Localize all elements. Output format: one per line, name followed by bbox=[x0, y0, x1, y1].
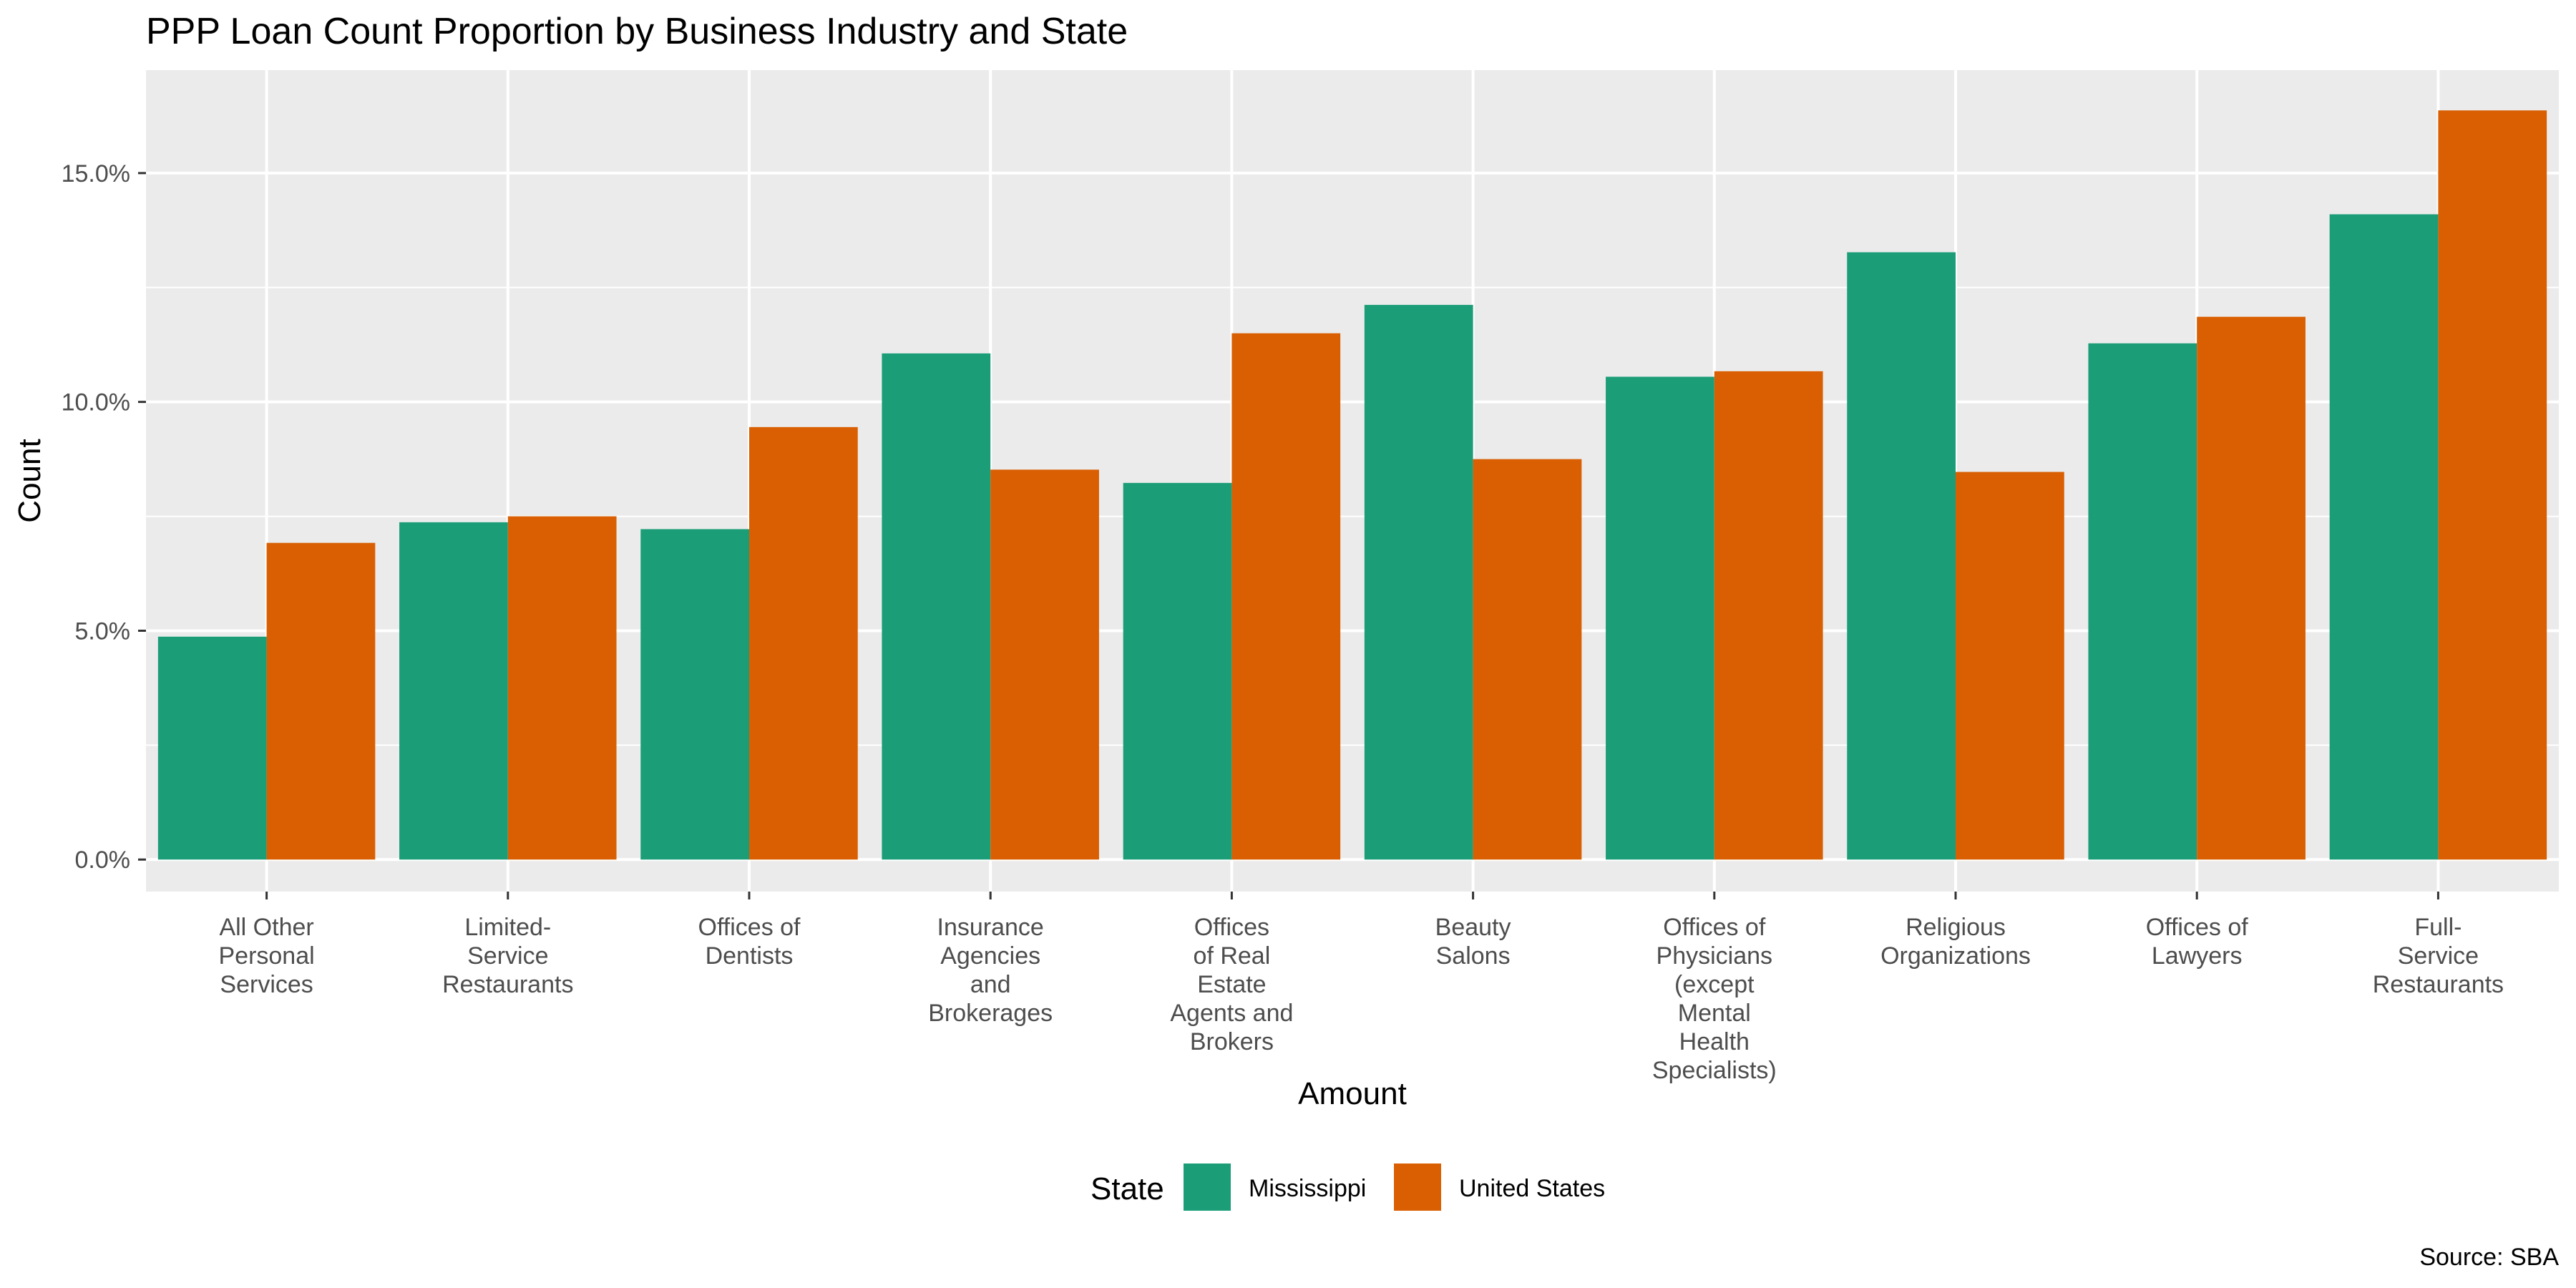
legend-label-united-states: United States bbox=[1459, 1175, 1605, 1202]
bar-united-states bbox=[2438, 110, 2547, 860]
legend-key-united-states bbox=[1394, 1163, 1441, 1211]
bar-mississippi bbox=[2088, 343, 2197, 860]
bar-united-states bbox=[507, 516, 617, 860]
bar-united-states bbox=[749, 426, 858, 860]
x-tick-label: Offices of Physicians (except Mental Health S… bbox=[1652, 914, 1777, 1084]
bar-united-states bbox=[990, 469, 1099, 860]
x-tick-label: Offices of Lawyers bbox=[2146, 914, 2249, 970]
legend-label-mississippi: Mississippi bbox=[1249, 1175, 1366, 1202]
y-tick-label: 5.0% bbox=[75, 618, 131, 645]
legend: State Mississippi United States bbox=[1091, 1163, 1605, 1211]
x-tick-label: Religious Organizations bbox=[1880, 914, 2031, 970]
x-tick-label: All Other Personal Services bbox=[218, 914, 314, 998]
bar-mississippi bbox=[157, 636, 267, 860]
bar-mississippi bbox=[1123, 482, 1232, 860]
x-tick-label: Offices of Real Estate Agents and Brokers bbox=[1170, 914, 1293, 1055]
bar-united-states bbox=[1473, 459, 1582, 860]
y-tick-label: 10.0% bbox=[62, 389, 130, 416]
y-axis-title: Count bbox=[12, 439, 47, 522]
x-tick-label: Offices of Dentists bbox=[698, 914, 801, 970]
y-tick-label: 0.0% bbox=[75, 847, 131, 874]
legend-key-mississippi bbox=[1184, 1163, 1231, 1211]
bar-united-states bbox=[1956, 472, 2064, 860]
x-tick-label: Insurance Agencies and Brokerages bbox=[928, 914, 1053, 1027]
bar-united-states bbox=[266, 542, 376, 860]
bar-mississippi bbox=[882, 353, 991, 860]
y-tick-label: 15.0% bbox=[62, 160, 130, 187]
x-tick-label: Full-Service Restaurants bbox=[2373, 914, 2504, 998]
legend-title: State bbox=[1091, 1171, 1164, 1206]
bar-mississippi bbox=[1606, 376, 1714, 860]
x-tick-label: Limited-Service Restaurants bbox=[442, 914, 573, 998]
caption: Source: SBA bbox=[2419, 1244, 2559, 1271]
x-axis: All Other Personal Services Limited-Service… bbox=[218, 892, 2504, 1084]
bar-mississippi bbox=[399, 522, 508, 860]
x-tick-label: Beauty Salons bbox=[1435, 914, 1511, 970]
bar-united-states bbox=[1714, 371, 1823, 860]
bars bbox=[157, 110, 2547, 860]
bar-united-states bbox=[2197, 316, 2306, 860]
bar-mississippi bbox=[640, 529, 749, 860]
bar-mississippi bbox=[1847, 252, 1956, 860]
chart-title: PPP Loan Count Proportion by Business In… bbox=[146, 11, 1128, 52]
bar-mississippi bbox=[2329, 214, 2439, 860]
bar-united-states bbox=[1231, 333, 1341, 860]
bar-mississippi bbox=[1364, 305, 1473, 860]
x-axis-title: Amount bbox=[1298, 1076, 1407, 1111]
y-axis: 0.0% 5.0% 10.0% 15.0% bbox=[62, 160, 146, 874]
